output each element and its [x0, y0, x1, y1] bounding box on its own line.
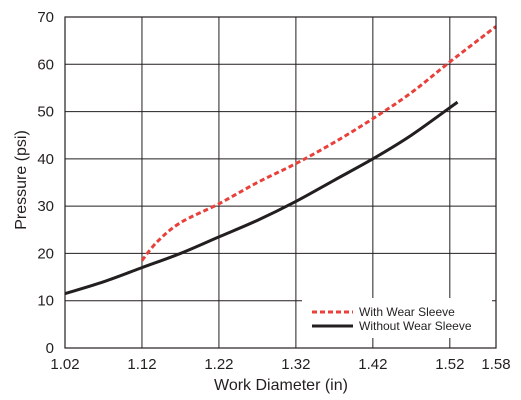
x-tick-label-5: 1.52: [435, 356, 464, 373]
x-tick-label-4: 1.42: [358, 356, 387, 373]
y-axis-title: Pressure (psi): [13, 130, 30, 230]
y-tick-label-5: 50: [37, 104, 54, 121]
y-tick-label-6: 60: [37, 56, 54, 73]
plot-frame: [64, 16, 497, 349]
legend-box: [302, 298, 492, 338]
y-tick-label-3: 30: [37, 198, 54, 215]
legend-label-with-wear-sleeve: With Wear Sleeve: [359, 305, 455, 319]
x-tick-labels: 1.02 1.12 1.22 1.32 1.42 1.52 1.58: [50, 356, 510, 373]
x-tick-label-2: 1.22: [204, 356, 233, 373]
series-layer: [64, 25, 497, 296]
series-line-with-wear-sleeve: [140, 25, 497, 262]
y-tick-label-0: 0: [46, 340, 54, 357]
legend-label-without-wear-sleeve: Without Wear Sleeve: [359, 319, 472, 333]
y-tick-label-7: 70: [37, 9, 54, 26]
y-tick-label-4: 40: [37, 151, 54, 168]
x-tick-label-1: 1.12: [127, 356, 156, 373]
grid: [64, 16, 497, 349]
x-tick-label-6: 1.58: [481, 356, 510, 373]
y-tick-labels: 0 10 20 30 40 50 60 70: [37, 9, 54, 357]
y-tick-label-2: 20: [37, 245, 54, 262]
x-axis-title: Work Diameter (in): [214, 377, 348, 394]
y-tick-label-1: 10: [37, 293, 54, 310]
series-line-without-wear-sleeve: [64, 100, 459, 296]
x-tick-label-0: 1.02: [50, 356, 79, 373]
x-tick-label-3: 1.32: [281, 356, 310, 373]
legend: With Wear Sleeve Without Wear Sleeve: [302, 298, 492, 338]
